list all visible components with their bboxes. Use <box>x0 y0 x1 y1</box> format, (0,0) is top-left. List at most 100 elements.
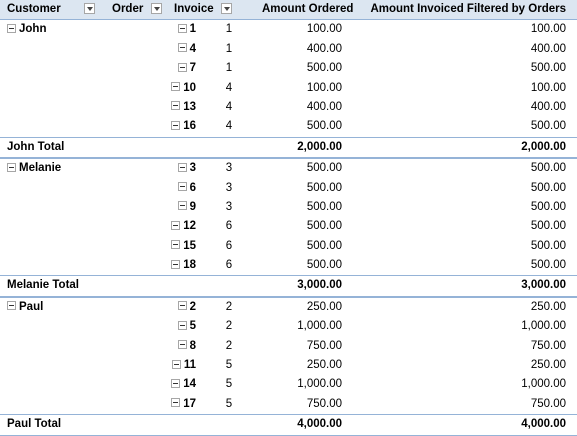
collapse-icon[interactable] <box>177 181 187 191</box>
table-row: 10 4 100.00 100.00 <box>0 79 577 98</box>
total-amount-invoiced: 2,000.00 <box>521 140 566 153</box>
collapse-icon[interactable] <box>171 220 181 230</box>
order-cell[interactable]: 7 <box>146 59 196 78</box>
order-cell[interactable]: 14 <box>146 375 196 394</box>
collapse-icon[interactable] <box>171 120 181 130</box>
order-number: 14 <box>183 378 196 391</box>
collapse-icon[interactable] <box>177 43 187 53</box>
collapse-icon[interactable] <box>171 259 181 269</box>
header-row: Customer Order Invoice Amount Ordered Am… <box>0 0 577 21</box>
amount-invoiced-cell: 250.00 <box>530 359 566 372</box>
amount-ordered-cell: 500.00 <box>306 220 342 233</box>
amount-invoiced-cell: 500.00 <box>530 239 566 252</box>
amount-ordered-cell: 1,000.00 <box>297 320 342 333</box>
order-number: 13 <box>183 100 196 113</box>
amount-ordered-cell: 100.00 <box>306 23 342 36</box>
order-number: 8 <box>189 339 196 352</box>
total-label: John Total <box>7 140 65 153</box>
customer-cell[interactable]: Paul <box>7 298 43 317</box>
collapse-icon[interactable] <box>171 359 181 369</box>
order-number: 7 <box>189 62 196 75</box>
order-cell[interactable]: 13 <box>146 98 196 117</box>
invoice-cell: 1 <box>225 23 233 36</box>
order-number: 17 <box>183 397 196 410</box>
order-number: 1 <box>189 23 196 36</box>
order-cell[interactable]: 3 <box>146 159 196 178</box>
table-row: 18 6 500.00 500.00 <box>0 256 577 275</box>
order-cell[interactable]: 5 <box>146 317 196 336</box>
order-number: 9 <box>189 200 196 213</box>
total-amount-invoiced: 3,000.00 <box>521 279 566 292</box>
collapse-icon[interactable] <box>177 340 187 350</box>
amount-ordered-cell: 500.00 <box>306 181 342 194</box>
order-cell[interactable]: 12 <box>146 217 196 236</box>
collapse-icon[interactable] <box>177 301 187 311</box>
amount-ordered-cell: 500.00 <box>306 162 342 175</box>
order-number: 4 <box>189 42 196 55</box>
order-cell[interactable]: 6 <box>146 179 196 198</box>
table-row: 5 2 1,000.00 1,000.00 <box>0 317 577 336</box>
order-cell[interactable]: 2 <box>146 298 196 317</box>
table-row: Paul 2 2 250.00 250.00 <box>0 296 577 317</box>
order-number: 11 <box>183 359 196 372</box>
customer-cell[interactable]: John <box>7 20 46 39</box>
collapse-icon[interactable] <box>7 23 16 33</box>
invoice-cell: 2 <box>225 339 233 352</box>
collapse-icon[interactable] <box>177 23 187 33</box>
order-cell[interactable]: 11 <box>146 356 196 375</box>
collapse-icon[interactable] <box>177 201 187 211</box>
order-cell[interactable]: 4 <box>146 40 196 59</box>
amount-ordered-cell: 100.00 <box>306 81 342 94</box>
collapse-icon[interactable] <box>171 398 181 408</box>
header-customer-label: Customer <box>7 3 61 15</box>
order-cell[interactable]: 16 <box>146 117 196 136</box>
header-amount-ordered: Amount Ordered <box>262 3 354 15</box>
collapse-icon[interactable] <box>7 301 16 311</box>
table-row: 8 2 750.00 750.00 <box>0 337 577 356</box>
collapse-icon[interactable] <box>177 320 187 330</box>
table-row: 17 5 750.00 750.00 <box>0 395 577 414</box>
amount-ordered-cell: 400.00 <box>306 42 342 55</box>
collapse-icon[interactable] <box>171 82 181 92</box>
collapse-icon[interactable] <box>7 162 16 172</box>
amount-ordered-cell: 500.00 <box>306 239 342 252</box>
customer-cell[interactable]: Melanie <box>7 159 61 178</box>
table-row: 9 3 500.00 500.00 <box>0 198 577 217</box>
table-row: 4 1 400.00 400.00 <box>0 40 577 59</box>
collapse-icon[interactable] <box>171 101 181 111</box>
table-row: 13 4 400.00 400.00 <box>0 98 577 117</box>
invoice-cell: 1 <box>225 62 233 75</box>
amount-invoiced-cell: 400.00 <box>530 42 566 55</box>
order-number: 15 <box>183 239 196 252</box>
amount-invoiced-cell: 100.00 <box>530 81 566 94</box>
order-cell[interactable]: 17 <box>146 395 196 414</box>
order-number: 18 <box>183 259 196 272</box>
total-row: Melanie Total 3,000.00 3,000.00 <box>0 275 577 297</box>
customer-filter-dropdown-icon[interactable] <box>83 3 95 15</box>
order-cell[interactable]: 9 <box>146 198 196 217</box>
invoice-cell: 1 <box>225 42 233 55</box>
order-cell[interactable]: 8 <box>146 337 196 356</box>
collapse-icon[interactable] <box>177 62 187 72</box>
collapse-icon[interactable] <box>177 162 187 172</box>
amount-invoiced-cell: 750.00 <box>530 397 566 410</box>
total-amount-ordered: 3,000.00 <box>297 279 342 292</box>
amount-ordered-cell: 500.00 <box>306 200 342 213</box>
total-amount-invoiced: 4,000.00 <box>521 418 566 431</box>
invoice-cell: 2 <box>225 300 233 313</box>
order-cell[interactable]: 1 <box>146 20 196 39</box>
invoice-filter-dropdown-icon[interactable] <box>220 3 232 15</box>
table-row: 15 6 500.00 500.00 <box>0 237 577 256</box>
order-cell[interactable]: 15 <box>146 237 196 256</box>
collapse-icon[interactable] <box>171 378 181 388</box>
order-cell[interactable]: 18 <box>146 256 196 275</box>
order-filter-dropdown-icon[interactable] <box>150 3 162 15</box>
collapse-icon[interactable] <box>171 240 181 250</box>
header-invoice: Invoice <box>174 0 232 20</box>
header-order: Order <box>112 0 162 20</box>
invoice-cell: 4 <box>225 81 233 94</box>
amount-invoiced-cell: 500.00 <box>530 62 566 75</box>
amount-invoiced-cell: 500.00 <box>530 259 566 272</box>
invoice-cell: 5 <box>225 378 233 391</box>
order-cell[interactable]: 10 <box>146 79 196 98</box>
